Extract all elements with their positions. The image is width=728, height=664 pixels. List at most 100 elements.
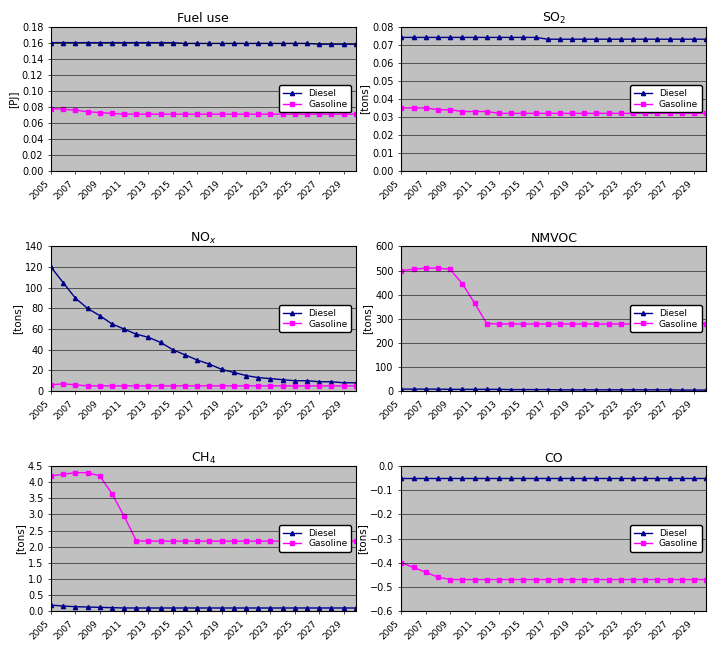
Gasoline xyxy=(303,537,312,545)
Diesel xyxy=(229,369,238,376)
Gasoline xyxy=(108,110,116,118)
Gasoline xyxy=(494,576,503,584)
Diesel xyxy=(422,33,430,41)
Diesel xyxy=(303,376,312,384)
Gasoline xyxy=(689,576,698,584)
Diesel xyxy=(352,41,360,48)
Gasoline xyxy=(71,106,79,114)
Diesel xyxy=(604,35,613,43)
Gasoline xyxy=(604,320,613,328)
Gasoline xyxy=(108,382,116,390)
Gasoline xyxy=(483,576,491,584)
Diesel xyxy=(352,604,360,612)
Gasoline xyxy=(458,108,467,116)
Gasoline xyxy=(580,320,589,328)
Gasoline xyxy=(617,576,625,584)
Diesel xyxy=(397,33,405,41)
Gasoline xyxy=(352,382,360,390)
Diesel xyxy=(653,35,662,43)
Diesel xyxy=(434,385,443,393)
Gasoline xyxy=(95,382,104,390)
Gasoline xyxy=(397,104,405,112)
Legend: Diesel, Gasoline: Diesel, Gasoline xyxy=(630,525,702,552)
Gasoline xyxy=(303,382,312,390)
Diesel xyxy=(47,601,55,609)
Diesel xyxy=(531,386,540,394)
Diesel xyxy=(678,474,687,482)
Gasoline xyxy=(555,110,564,118)
Diesel xyxy=(702,386,711,394)
Gasoline xyxy=(132,110,141,118)
Gasoline xyxy=(665,320,674,328)
Gasoline xyxy=(434,264,443,272)
Diesel xyxy=(59,602,68,610)
Diesel xyxy=(604,474,613,482)
Gasoline xyxy=(352,537,360,545)
Diesel xyxy=(193,356,202,364)
Gasoline xyxy=(205,537,214,545)
Line: Gasoline: Gasoline xyxy=(400,560,708,582)
Gasoline xyxy=(702,576,711,584)
Diesel xyxy=(665,386,674,394)
Diesel xyxy=(665,474,674,482)
Diesel xyxy=(458,385,467,393)
Diesel xyxy=(629,474,638,482)
Diesel xyxy=(327,604,336,612)
Diesel xyxy=(108,604,116,612)
Diesel xyxy=(629,386,638,394)
Diesel xyxy=(193,604,202,612)
Y-axis label: [PJ]: [PJ] xyxy=(9,90,19,108)
Gasoline xyxy=(132,382,141,390)
Gasoline xyxy=(95,472,104,480)
Diesel xyxy=(446,474,454,482)
Diesel xyxy=(543,386,552,394)
Diesel xyxy=(422,385,430,393)
Diesel xyxy=(702,474,711,482)
Gasoline xyxy=(494,320,503,328)
Gasoline xyxy=(327,537,336,545)
Gasoline xyxy=(531,320,540,328)
Line: Diesel: Diesel xyxy=(49,265,357,385)
Gasoline xyxy=(409,266,418,274)
Diesel xyxy=(434,474,443,482)
Diesel xyxy=(119,325,128,333)
Gasoline xyxy=(144,537,153,545)
Diesel xyxy=(494,385,503,393)
Diesel xyxy=(327,378,336,386)
Diesel xyxy=(470,474,479,482)
Gasoline xyxy=(446,266,454,274)
Gasoline xyxy=(168,382,177,390)
Gasoline xyxy=(629,320,638,328)
Gasoline xyxy=(303,110,312,118)
Diesel xyxy=(458,474,467,482)
Diesel xyxy=(132,330,141,338)
Diesel xyxy=(422,474,430,482)
Diesel xyxy=(409,385,418,393)
Diesel xyxy=(95,39,104,46)
Diesel xyxy=(653,474,662,482)
Diesel xyxy=(217,365,226,373)
Gasoline xyxy=(519,320,528,328)
Gasoline xyxy=(653,576,662,584)
Gasoline xyxy=(592,320,601,328)
Gasoline xyxy=(592,110,601,118)
Gasoline xyxy=(217,110,226,118)
Gasoline xyxy=(494,110,503,118)
Diesel xyxy=(168,604,177,612)
Title: SO$_2$: SO$_2$ xyxy=(542,11,566,27)
Line: Gasoline: Gasoline xyxy=(49,382,357,388)
Gasoline xyxy=(254,382,263,390)
Diesel xyxy=(641,386,649,394)
Gasoline xyxy=(422,104,430,112)
Diesel xyxy=(580,474,589,482)
Gasoline xyxy=(181,382,189,390)
Diesel xyxy=(555,386,564,394)
Diesel xyxy=(229,604,238,612)
Gasoline xyxy=(434,573,443,581)
Gasoline xyxy=(409,104,418,112)
Diesel xyxy=(278,376,287,384)
Gasoline xyxy=(242,537,250,545)
Gasoline xyxy=(568,110,577,118)
Diesel xyxy=(83,39,92,46)
Diesel xyxy=(181,604,189,612)
